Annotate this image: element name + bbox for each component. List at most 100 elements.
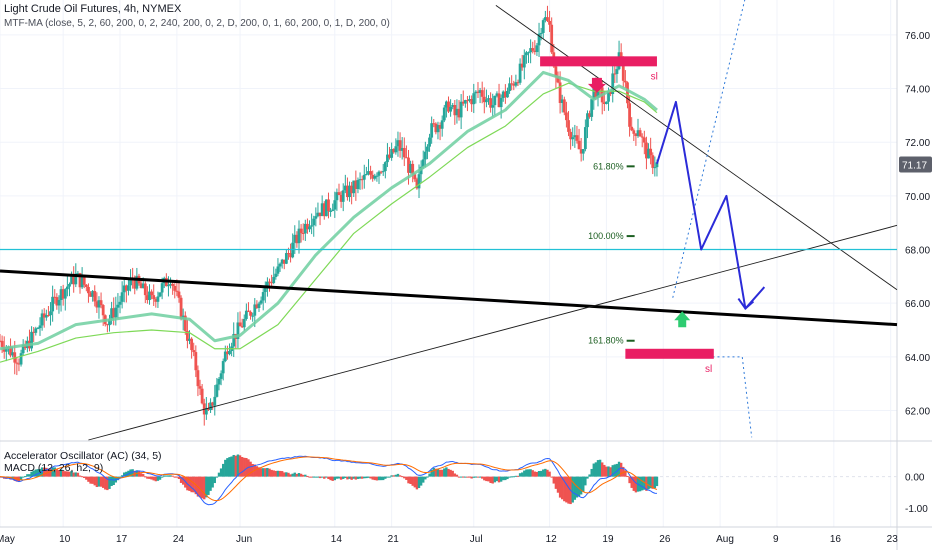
oscillator-bar <box>192 476 195 493</box>
oscillator-bar <box>316 476 320 478</box>
oscillator-bar <box>523 470 526 477</box>
oscillator-bar <box>259 468 263 477</box>
y-tick-label: 76.00 <box>905 31 930 42</box>
candle-body <box>522 55 526 68</box>
candle-body <box>320 203 324 217</box>
oscillator-bar <box>262 468 265 477</box>
oscillator-bar <box>544 468 547 477</box>
candle-body <box>82 277 86 285</box>
candle-body <box>432 123 436 125</box>
oscillator-bar <box>556 476 560 493</box>
candle-body <box>562 99 566 113</box>
oscillator-bar <box>240 457 244 477</box>
candle-body <box>167 285 170 287</box>
oscillator-bar <box>510 476 513 478</box>
candle-body <box>40 313 44 326</box>
candle-body <box>436 125 440 133</box>
oscillator-bar <box>209 476 212 491</box>
x-tick-label: Jun <box>236 534 252 545</box>
candle-body <box>57 300 61 306</box>
oscillator-bar <box>468 476 471 478</box>
oscillator-bar <box>594 462 598 477</box>
candle-body <box>192 350 196 353</box>
candle-body <box>383 162 387 172</box>
oscillator-bar <box>367 476 370 478</box>
candle-body <box>390 149 394 158</box>
oscillator-bar <box>451 470 454 477</box>
oscillator-bar <box>392 475 395 477</box>
oscillator-bar <box>432 467 435 477</box>
oscillator-bar <box>339 476 343 480</box>
candle-body <box>592 85 596 100</box>
oscillator-bar <box>26 474 29 477</box>
stop-loss-label-lower: sl <box>705 364 712 375</box>
x-tick-label: 10 <box>59 534 71 545</box>
candle-body <box>160 283 164 293</box>
candle-body <box>238 322 242 327</box>
candle-body <box>51 296 55 312</box>
oscillator-bar <box>407 476 410 484</box>
oscillator-bar <box>19 476 23 481</box>
oscillator-bar <box>312 476 315 478</box>
oscillator-bar <box>586 476 589 479</box>
x-tick-label: 26 <box>659 534 671 545</box>
candle-body <box>217 378 221 385</box>
oscillator-bar <box>245 458 248 477</box>
oscillator-bar <box>527 469 530 477</box>
candle-body <box>398 140 402 151</box>
oscillator-bar <box>331 476 334 481</box>
oscillator-bar <box>464 476 467 478</box>
x-tick-label: May <box>0 534 15 545</box>
oscillator-bar <box>175 476 179 478</box>
oscillator-bar <box>554 476 558 489</box>
oscillator-bar <box>653 476 657 489</box>
candle-body <box>377 171 381 176</box>
candle-body <box>581 149 585 154</box>
candle-body <box>200 388 204 404</box>
candle-body <box>282 259 286 264</box>
candle-body <box>413 174 417 180</box>
oscillator-bar <box>156 476 160 481</box>
candle-body <box>354 180 358 189</box>
oscillator-bar <box>314 476 318 478</box>
candle-body <box>17 363 21 365</box>
oscillator-bar <box>91 476 94 484</box>
oscillator-bar <box>358 476 362 479</box>
candle-body <box>636 130 640 137</box>
oscillator-bar <box>403 476 406 479</box>
oscillator-bar <box>226 458 229 477</box>
oscillator-bar <box>352 476 355 479</box>
candle-body <box>327 199 330 211</box>
stop-loss-label-upper: sl <box>651 71 658 82</box>
oscillator-bar <box>386 476 389 478</box>
oscillator-bar <box>628 476 631 484</box>
oscillator-bar <box>137 471 141 477</box>
candle-body <box>84 284 88 287</box>
oscillator-bar <box>459 476 463 478</box>
fib-level-label: 161.80% <box>588 336 624 346</box>
oscillator-bar <box>360 476 364 479</box>
oscillator-bar <box>647 476 650 490</box>
candle-body <box>655 162 659 168</box>
oscillator-bar <box>582 476 585 492</box>
candle-body <box>59 289 63 301</box>
oscillator-bar <box>609 467 612 477</box>
oscillator-bar <box>74 472 78 477</box>
candle-body <box>232 333 236 347</box>
oscillator-bar <box>474 476 478 478</box>
y-tick-label: 68.00 <box>905 246 930 257</box>
oscillator-bar <box>76 472 80 477</box>
candle-body <box>53 296 57 298</box>
oscillator-bar <box>146 476 149 479</box>
candle-body <box>145 295 149 301</box>
candle-body <box>426 146 429 152</box>
candle-body <box>611 73 615 95</box>
oscillator-bar <box>200 476 204 499</box>
candle-body <box>110 308 113 320</box>
oscillator-bar <box>232 454 235 477</box>
candle-body <box>438 125 442 129</box>
oscillator-bar <box>611 465 614 477</box>
candle-body <box>503 91 507 98</box>
